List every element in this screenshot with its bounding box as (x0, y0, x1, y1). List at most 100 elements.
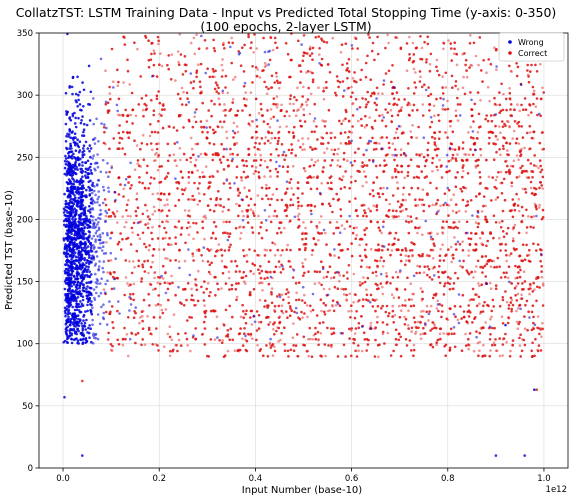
point-correct (124, 337, 127, 341)
point-correct (393, 170, 397, 173)
point-wrong (69, 221, 73, 225)
point-correct (325, 243, 328, 246)
point-correct (120, 137, 124, 140)
point-correct (216, 125, 220, 129)
point-correct (517, 231, 521, 235)
point-correct (429, 329, 432, 332)
point-correct (414, 325, 418, 329)
point-correct (347, 58, 351, 61)
point-correct (368, 266, 371, 269)
point-wrong (70, 147, 73, 150)
point-correct (287, 295, 290, 299)
point-wrong (86, 245, 90, 248)
point-correct (195, 222, 198, 225)
point-correct (329, 164, 333, 167)
point-correct (112, 326, 115, 330)
point-wrong (264, 219, 268, 222)
point-correct (534, 205, 538, 209)
point-correct (527, 75, 530, 78)
point-correct (306, 98, 310, 101)
point-correct (520, 147, 523, 151)
point-correct (519, 268, 522, 272)
point-correct (404, 317, 408, 321)
point-correct (276, 142, 280, 145)
point-correct (170, 274, 173, 278)
point-correct (260, 137, 264, 140)
point-correct (311, 308, 315, 312)
point-correct (386, 331, 390, 335)
point-correct (330, 181, 333, 185)
point-wrong (81, 295, 85, 299)
point-correct (407, 113, 411, 117)
point-correct (240, 176, 243, 179)
point-correct (189, 41, 193, 45)
point-wrong (174, 177, 177, 180)
point-correct (381, 321, 385, 324)
point-correct (325, 80, 328, 84)
point-correct (243, 186, 246, 189)
point-correct (391, 194, 395, 197)
point-correct (284, 292, 288, 296)
point-correct (209, 272, 212, 276)
point-correct (380, 136, 384, 139)
point-correct (283, 349, 287, 353)
point-correct (474, 159, 478, 163)
point-correct (237, 282, 240, 285)
point-wrong (369, 140, 373, 143)
point-wrong (74, 209, 78, 212)
point-wrong (96, 161, 99, 165)
point-correct (368, 36, 371, 39)
point-correct (391, 304, 395, 308)
point-correct (381, 92, 384, 95)
point-correct (318, 281, 321, 285)
point-wrong (101, 245, 105, 248)
point-correct (340, 249, 344, 252)
point-correct (167, 125, 170, 128)
point-correct (348, 292, 352, 296)
point-correct (446, 318, 450, 322)
point-correct (182, 304, 186, 307)
point-correct (289, 219, 292, 223)
point-correct (269, 108, 273, 111)
point-correct (107, 109, 111, 112)
point-correct (263, 175, 266, 178)
point-wrong (63, 280, 67, 283)
point-wrong (339, 331, 343, 335)
y-tick-label: 150 (17, 278, 33, 288)
point-correct (251, 262, 254, 266)
point-correct (509, 349, 512, 353)
point-correct (168, 354, 172, 358)
point-correct (320, 64, 324, 67)
point-correct (396, 181, 399, 184)
point-correct (116, 338, 119, 342)
point-correct (476, 259, 480, 263)
point-correct (412, 343, 416, 347)
point-correct (453, 332, 456, 336)
point-correct (170, 243, 173, 247)
legend-marker-correct (508, 51, 512, 55)
point-correct (535, 277, 538, 280)
point-correct (149, 182, 152, 185)
point-correct (391, 315, 394, 318)
point-correct (367, 100, 370, 104)
point-wrong (88, 281, 92, 284)
point-correct (145, 171, 149, 175)
point-correct (410, 326, 414, 330)
point-correct (205, 47, 208, 50)
point-correct (357, 119, 360, 123)
point-correct (121, 237, 124, 241)
point-correct (140, 343, 143, 347)
point-correct (397, 98, 401, 101)
point-correct (216, 169, 219, 173)
point-correct (257, 320, 261, 324)
point-correct (525, 208, 528, 212)
point-correct (297, 204, 300, 208)
point-correct (157, 248, 161, 251)
point-correct (239, 327, 242, 330)
point-correct (505, 108, 508, 112)
point-correct (535, 388, 538, 392)
point-correct (289, 94, 293, 97)
point-correct (178, 248, 181, 252)
point-correct (186, 344, 189, 347)
point-correct (375, 147, 378, 151)
